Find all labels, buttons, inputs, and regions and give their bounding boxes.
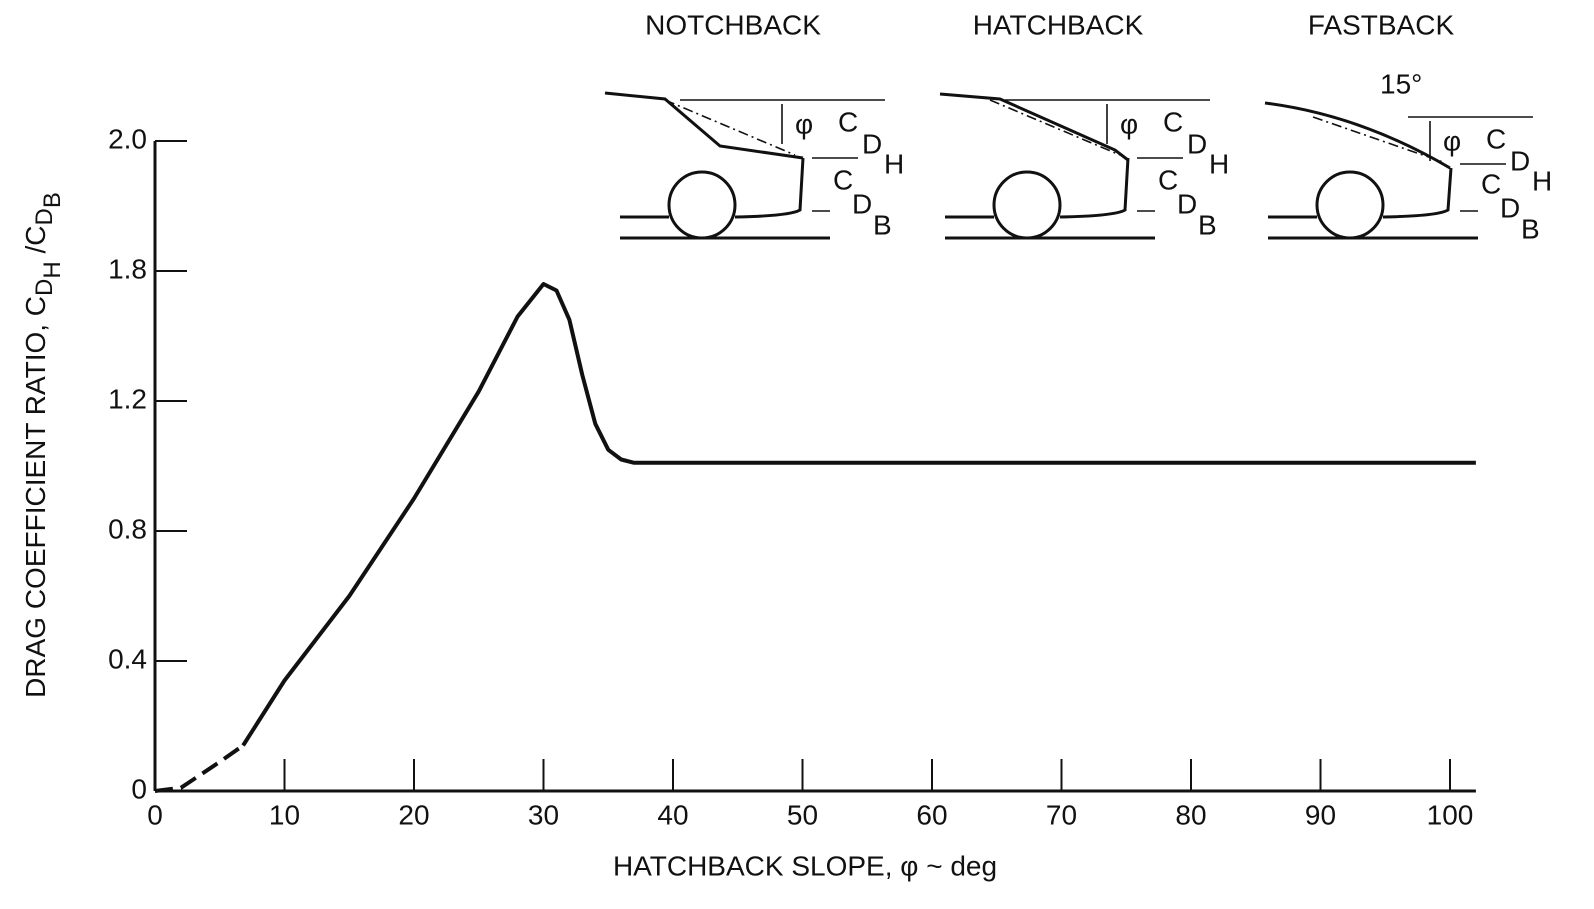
data-line	[155, 746, 243, 792]
y-tick-label: 1.2	[108, 383, 147, 414]
angle-label: 15°	[1380, 68, 1422, 99]
y-tick-label: 0	[131, 773, 147, 804]
data-line	[243, 284, 1476, 746]
b: B	[1521, 213, 1540, 244]
y-axis-label-part: D	[31, 279, 58, 296]
wheel	[1317, 172, 1383, 238]
roof	[1265, 103, 1450, 168]
d: D	[852, 188, 872, 219]
y-tick-label: 1.8	[108, 253, 147, 284]
d: D	[1500, 192, 1520, 223]
x-axis-label: HATCHBACK SLOPE, φ ~ deg	[613, 850, 997, 881]
y-tick-label: 0.8	[108, 513, 147, 544]
phi: φ	[1443, 125, 1461, 156]
y-axis-label-part: B	[39, 192, 66, 208]
d: D	[1187, 128, 1207, 159]
c: C	[838, 106, 858, 137]
h: H	[1209, 148, 1229, 179]
y-axis-label-part: DRAG COEFFICIENT RATIO, C	[20, 296, 51, 698]
x-tick-label: 10	[269, 799, 300, 830]
body	[1268, 168, 1451, 217]
phi: φ	[795, 108, 813, 139]
h: H	[884, 148, 904, 179]
x-tick-label: 90	[1305, 799, 1336, 830]
wheel	[669, 172, 735, 238]
x-tick-label: 50	[787, 799, 818, 830]
wheel	[994, 172, 1060, 238]
x-tick-label: 80	[1175, 799, 1206, 830]
x-tick-label: 30	[528, 799, 559, 830]
x-tick-label: 20	[398, 799, 429, 830]
x-tick-label: 70	[1046, 799, 1077, 830]
c: C	[1481, 168, 1501, 199]
d: D	[1177, 188, 1197, 219]
x-tick-label: 0	[147, 799, 163, 830]
phi: φ	[1120, 108, 1138, 139]
roof	[605, 93, 803, 158]
c: C	[833, 164, 853, 195]
diagram-title: FASTBACK	[1308, 9, 1455, 40]
y-tick-label: 0.4	[108, 643, 147, 674]
c: C	[1163, 106, 1183, 137]
chart: HATCHBACK SLOPE, φ ~ deg DRAG COEFFICIEN…	[0, 0, 1594, 909]
y-axis-label-part: /C	[20, 226, 51, 262]
d: D	[1510, 145, 1530, 176]
x-tick-label: 60	[916, 799, 947, 830]
x-tick-label: 100	[1427, 799, 1474, 830]
slope-ref	[990, 100, 1120, 155]
roof	[940, 94, 1128, 160]
y-tick-label: 2.0	[108, 123, 147, 154]
y-axis-label-part: H	[39, 261, 66, 278]
x-tick-label: 40	[657, 799, 688, 830]
y-axis-label: DRAG COEFFICIENT RATIO, CDH /CDB	[20, 192, 66, 698]
y-axis-label-part: D	[31, 208, 58, 225]
b: B	[1198, 209, 1217, 240]
body	[620, 158, 803, 217]
body	[945, 158, 1128, 217]
d: D	[862, 128, 882, 159]
diagram-title: NOTCHBACK	[645, 9, 821, 40]
b: B	[873, 209, 892, 240]
h: H	[1532, 165, 1552, 196]
c: C	[1486, 123, 1506, 154]
diagram-title: HATCHBACK	[973, 9, 1144, 40]
slope-ref	[1313, 117, 1443, 162]
c: C	[1158, 164, 1178, 195]
